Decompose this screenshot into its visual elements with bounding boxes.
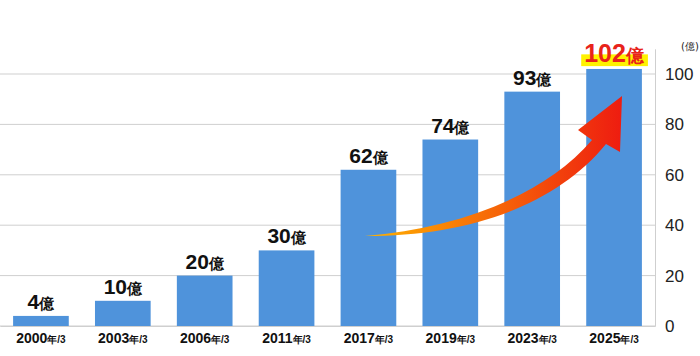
- x-tick: 2003年/3: [98, 326, 148, 346]
- y-axis: 0 20 40 60 80 100: [655, 49, 693, 336]
- y-axis-title: (億): [681, 41, 699, 52]
- x-axis: 2000年/3 2003年/3 2006年/3 2011年/3 2017年/3 2019年…: [1, 326, 656, 346]
- x-tick-label: 2025年/3: [589, 330, 639, 346]
- data-label: 102億: [584, 39, 645, 67]
- data-label: 4億: [28, 290, 56, 313]
- y-tick: 60: [655, 166, 684, 185]
- data-label: 74億: [431, 114, 470, 137]
- bar: [13, 316, 69, 326]
- x-tick-label: 2019年/3: [426, 330, 476, 346]
- x-tick-label: 2003年/3: [98, 330, 148, 346]
- x-tick-label: 2000年/3: [16, 330, 66, 346]
- data-label: 20億: [186, 250, 225, 273]
- trend-arrow: [365, 96, 622, 236]
- data-label: 10億: [104, 275, 143, 298]
- x-tick: 2011年/3: [262, 326, 311, 346]
- y-tick-label: 80: [665, 115, 684, 134]
- x-tick-label: 2023年/3: [507, 330, 557, 346]
- x-tick: 2000年/3: [16, 326, 66, 346]
- y-tick: 100: [655, 65, 693, 84]
- x-tick: 2023年/3: [507, 326, 557, 346]
- x-tick: 2017年/3: [344, 326, 394, 346]
- y-tick: 40: [655, 216, 684, 235]
- x-tick: 2019年/3: [426, 326, 476, 346]
- data-label: 62億: [349, 144, 388, 167]
- y-tick: 80: [655, 115, 684, 134]
- x-tick: 2006年/3: [180, 326, 230, 346]
- y-axis-line: [655, 49, 656, 326]
- x-tick-label: 2011年/3: [262, 330, 311, 346]
- y-tick: 20: [655, 267, 684, 286]
- data-label: 30億: [267, 224, 306, 247]
- data-labels: 4億 10億 20億 30億 62億 74億 93億 102億: [28, 39, 648, 313]
- y-tick-label: 40: [665, 216, 684, 235]
- bar: [422, 140, 478, 326]
- y-tick-label: 20: [665, 267, 684, 286]
- x-axis-line: [1, 326, 656, 327]
- bar: [177, 276, 233, 326]
- y-tick-label: 60: [665, 166, 684, 185]
- bar: [341, 170, 397, 326]
- x-tick-label: 2006年/3: [180, 330, 230, 346]
- bar: [95, 301, 151, 326]
- y-tick: 0: [655, 317, 674, 336]
- data-label: 93億: [513, 66, 552, 89]
- x-tick: 2025年/3: [589, 326, 639, 346]
- chart: 0 20 40 60 80 100 (億) 2000年/3 2003年/3 2006年/3 2011…: [0, 0, 700, 356]
- y-tick-label: 100: [665, 65, 693, 84]
- grid-line: [0, 74, 655, 75]
- grid: [0, 74, 655, 326]
- x-tick-label: 2017年/3: [344, 330, 394, 346]
- bar: [259, 250, 315, 326]
- y-tick-label: 0: [665, 317, 674, 336]
- bars: [13, 69, 642, 326]
